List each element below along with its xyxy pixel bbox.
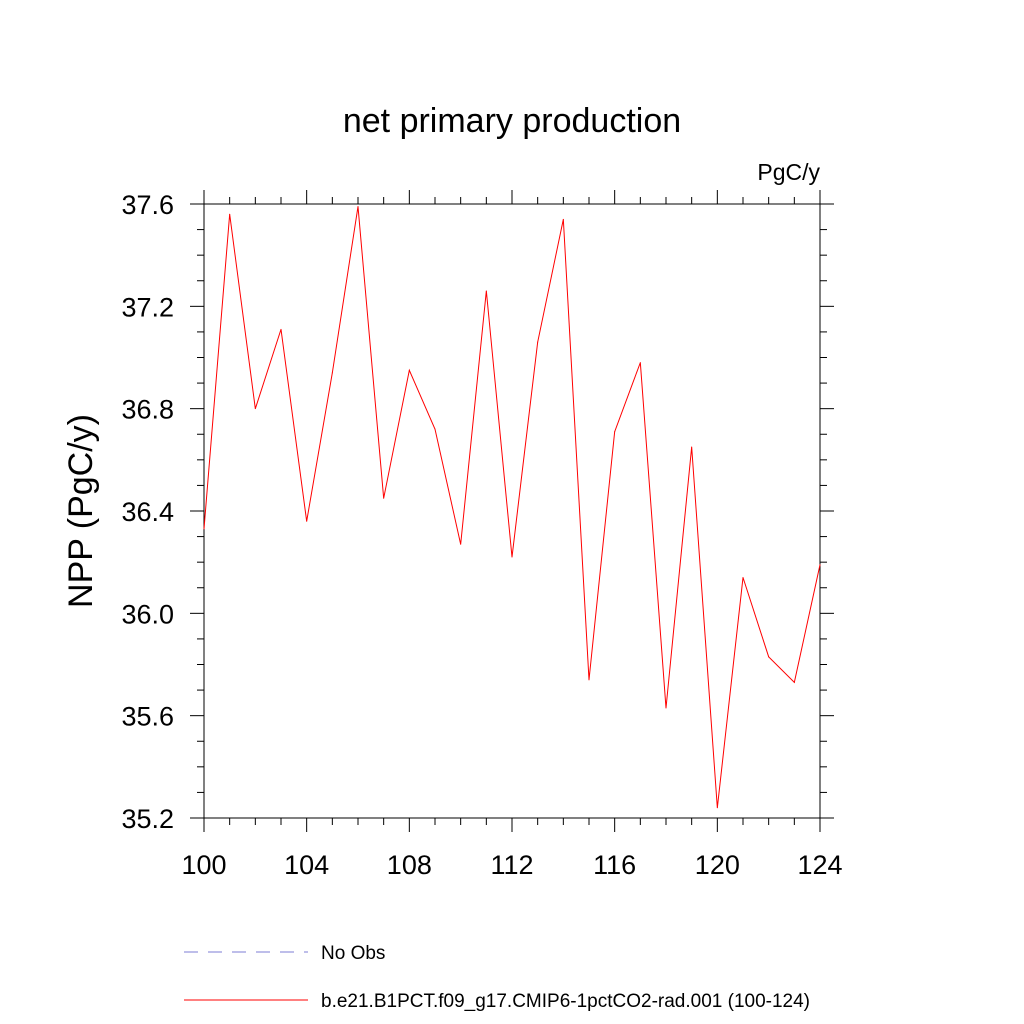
data-point xyxy=(562,218,564,220)
data-point xyxy=(665,707,667,709)
data-point xyxy=(306,520,308,522)
data-point xyxy=(485,290,487,292)
chart-title: net primary production xyxy=(343,102,681,140)
data-point xyxy=(537,341,539,343)
y-tick-label: 35.6 xyxy=(121,702,174,732)
plot-frame xyxy=(203,203,821,819)
x-tick-label: 112 xyxy=(490,850,533,880)
data-point xyxy=(254,408,256,410)
data-point xyxy=(691,446,693,448)
data-point xyxy=(511,556,513,558)
data-point xyxy=(331,372,333,374)
series-line-1 xyxy=(203,206,821,808)
y-tick-label: 37.2 xyxy=(121,292,174,322)
y-tick-label: 36.8 xyxy=(121,395,174,425)
data-point xyxy=(819,564,821,566)
data-point xyxy=(742,577,744,579)
x-tick-label: 104 xyxy=(284,850,329,880)
x-tick-label: 120 xyxy=(695,850,740,880)
data-point xyxy=(588,679,590,681)
data-point xyxy=(793,681,795,683)
data-point xyxy=(383,497,385,499)
data-point xyxy=(614,431,616,433)
x-tick-label: 116 xyxy=(593,850,636,880)
y-tick-label: 36.0 xyxy=(121,599,174,629)
data-point xyxy=(768,656,770,658)
series-lines xyxy=(203,206,821,809)
y-tick-label: 35.2 xyxy=(121,804,174,834)
legend-label: b.e21.B1PCT.f09_g17.CMIP6-1pctCO2-rad.00… xyxy=(321,991,810,1012)
data-point xyxy=(460,543,462,545)
data-point xyxy=(408,369,410,371)
data-point xyxy=(203,528,205,530)
data-point xyxy=(280,328,282,330)
data-point xyxy=(639,362,641,364)
legend-label: No Obs xyxy=(321,943,385,964)
x-tick-label: 100 xyxy=(181,850,226,880)
axis-ticks: 100 104 108 112 116 120 124 35.2 35.6 36.0 36.4 36.… xyxy=(121,190,843,880)
data-point xyxy=(716,807,718,809)
x-tick-label: 108 xyxy=(387,850,432,880)
plot-border xyxy=(203,203,821,819)
y-axis-label: NPP (PgC/y) xyxy=(62,414,100,608)
x-tick-label: 124 xyxy=(797,850,842,880)
units-label: PgC/y xyxy=(757,159,820,185)
legend: No Obs b.e21.B1PCT.f09_g17.CMIP6-1pctCO2-… xyxy=(184,943,810,1012)
data-point xyxy=(229,213,231,215)
y-tick-label: 37.6 xyxy=(121,190,174,220)
data-point xyxy=(434,428,436,430)
y-tick-label: 36.4 xyxy=(121,497,174,527)
data-point xyxy=(357,206,359,208)
